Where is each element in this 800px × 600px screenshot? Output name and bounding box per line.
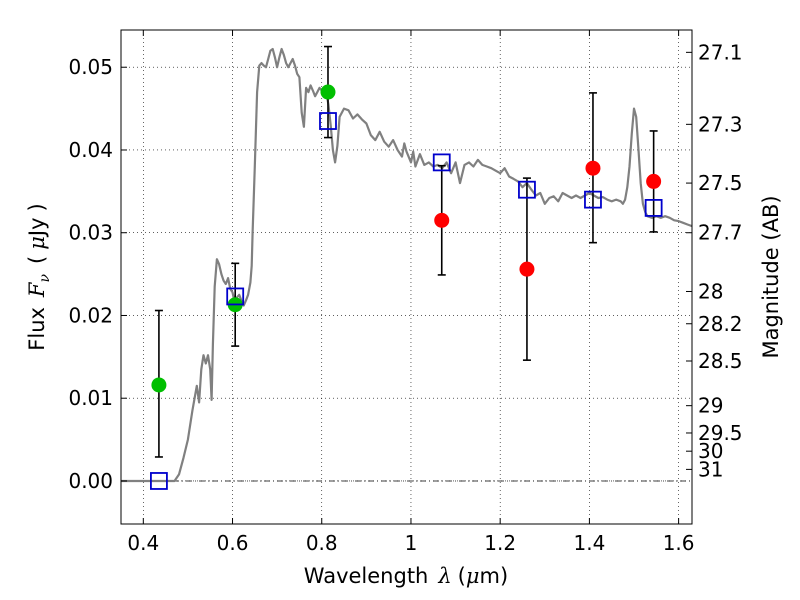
right-tick-label: 29 — [698, 394, 723, 418]
y-tick-label: 0.00 — [68, 469, 113, 493]
x-tick-label: 1 — [405, 531, 418, 555]
right-tick-label: 28.5 — [698, 349, 743, 373]
model-photometry-square — [644, 199, 663, 217]
x-tick-label: 0.8 — [306, 531, 338, 555]
axis-ticks — [121, 30, 692, 524]
observed-flux-point — [434, 212, 450, 228]
x-tick-label: 1.2 — [484, 531, 516, 555]
x-tick-label: 0.4 — [127, 531, 159, 555]
right-tick-label: 27.7 — [698, 221, 743, 245]
x-axis-title: Wavelength λ (μm) — [304, 564, 508, 588]
data-markers — [150, 84, 663, 490]
y-tick-label: 0.04 — [68, 138, 113, 162]
y-tick-label: 0.03 — [68, 221, 113, 245]
model-photometry-square — [584, 190, 602, 209]
x-tick-label: 0.6 — [217, 531, 249, 555]
x-tick-label: 1.4 — [573, 531, 605, 555]
right-tick-label: 30 — [698, 439, 723, 463]
model-photometry-square — [432, 153, 451, 172]
x-tick-label: 1.6 — [663, 531, 695, 555]
model-photometry-square — [150, 472, 168, 490]
observed-flux-point — [646, 173, 662, 189]
right-tick-label: 28.2 — [698, 312, 743, 336]
right-tick-label: 28 — [698, 279, 723, 303]
observed-flux-point — [519, 261, 535, 277]
right-tick-label: 31 — [698, 457, 723, 481]
model-photometry-square — [319, 112, 337, 130]
y-tick-label: 0.05 — [68, 55, 113, 79]
right-axis-title: Magnitude (AB) — [759, 195, 783, 358]
right-tick-label: 27.5 — [698, 171, 743, 195]
right-tick-label: 29.5 — [698, 421, 743, 445]
tick-labels: 0.4 0.6 0.8 1 1.2 1.4 1.6 0.00 0.01 0.02 0.03 0.04 0… — [68, 40, 742, 555]
observed-flux-point — [585, 160, 601, 176]
right-tick-label: 27.3 — [698, 112, 743, 136]
y-axis-title: FluxFν(μJy) — [25, 203, 53, 350]
plot-frame — [120, 29, 693, 525]
right-tick-label: 27.1 — [698, 40, 743, 64]
y-tick-label: 0.01 — [68, 386, 113, 410]
observed-flux-point — [151, 377, 167, 393]
model-photometry-square — [226, 287, 245, 306]
y-tick-label: 0.02 — [68, 303, 113, 327]
observed-flux-point — [320, 84, 336, 100]
model-photometry-square — [518, 180, 536, 199]
